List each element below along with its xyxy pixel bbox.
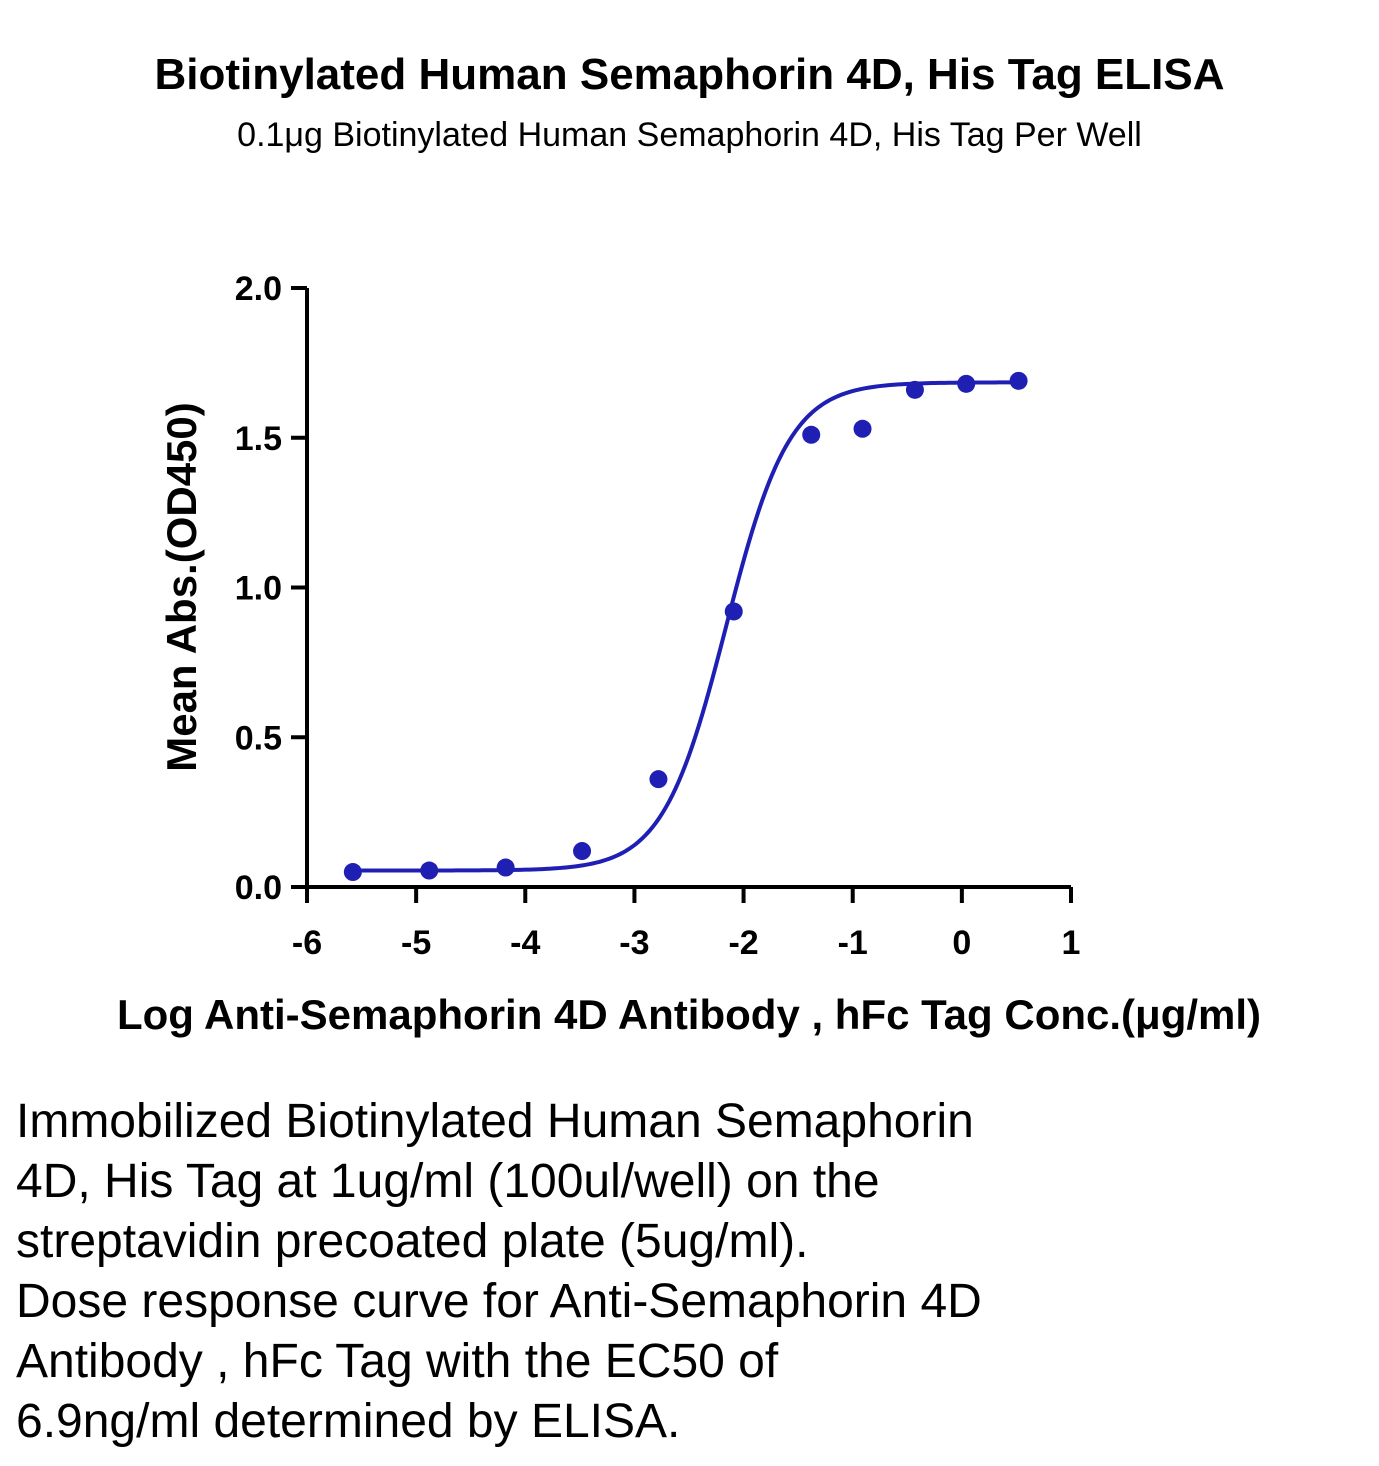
data-point	[905, 380, 924, 399]
x-tick-label: -2	[728, 924, 758, 962]
y-tick-label: 1.0	[235, 570, 282, 608]
data-point	[649, 770, 668, 789]
x-tick-label: -3	[619, 924, 649, 962]
fit-curve	[352, 380, 1019, 873]
data-point	[957, 374, 976, 393]
data-point	[573, 842, 592, 861]
data-point	[1009, 371, 1028, 390]
x-tick-label: 1	[1062, 924, 1081, 962]
caption: Immobilized Biotinylated Human Semaphori…	[16, 1092, 1356, 1452]
y-tick-label: 0.0	[235, 869, 282, 907]
caption-line: Dose response curve for Anti-Semaphorin …	[16, 1275, 982, 1328]
caption-line: 4D, His Tag at 1ug/ml (100ul/well) on th…	[16, 1155, 880, 1208]
caption-line: Antibody , hFc Tag with the EC50 of	[16, 1335, 779, 1388]
x-tick-label: 0	[952, 924, 971, 962]
data-point	[853, 419, 872, 438]
elisa-chart: -6 -5 -4 -3 -2 -1 0 1 0.0 0.5 1.0 1.5 2.0 Mean Abs.(…	[117, 270, 1261, 1038]
chart-subtitle: 0.1μg Biotinylated Human Semaphorin 4D, …	[237, 116, 1142, 154]
x-tick-label: -4	[510, 924, 540, 962]
data-point	[724, 602, 743, 621]
caption-line: Immobilized Biotinylated Human Semaphori…	[16, 1095, 974, 1148]
x-tick-label: -5	[401, 924, 431, 962]
data-point	[420, 861, 439, 880]
x-tick-label: -1	[838, 924, 868, 962]
y-tick-label: 0.5	[235, 719, 282, 757]
y-tick-label: 2.0	[235, 270, 282, 308]
caption-line: 6.9ng/ml determined by ELISA.	[16, 1395, 681, 1448]
y-tick-label: 1.5	[235, 420, 282, 458]
y-axis-label: Mean Abs.(OD450)	[158, 402, 205, 772]
data-point	[343, 863, 362, 882]
caption-line: streptavidin precoated plate (5ug/ml).	[16, 1215, 809, 1268]
axes: -6 -5 -4 -3 -2 -1 0 1 0.0 0.5 1.0 1.5 2.0	[235, 270, 1081, 962]
data-points	[343, 371, 1028, 882]
chart-title: Biotinylated Human Semaphorin 4D, His Ta…	[154, 50, 1225, 99]
data-point	[496, 858, 515, 877]
data-point	[802, 425, 821, 444]
x-axis-label: Log Anti-Semaphorin 4D Antibody , hFc Ta…	[117, 991, 1261, 1038]
x-tick-label: -6	[292, 924, 322, 962]
